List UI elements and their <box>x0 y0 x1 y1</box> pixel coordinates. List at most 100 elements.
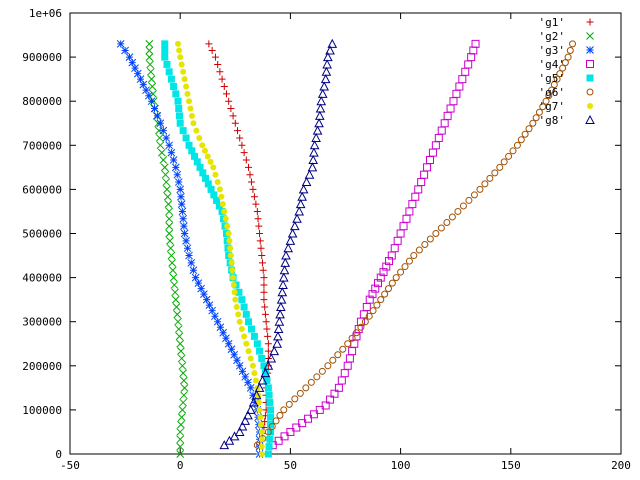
data-point-filled-square <box>264 450 272 458</box>
data-point-triangle <box>327 38 338 48</box>
data-point-triangle <box>312 125 323 135</box>
y-tick-label: 300000 <box>22 316 62 329</box>
data-point-plus <box>216 68 224 76</box>
data-point-cross <box>145 46 154 55</box>
data-point-filled-square <box>193 158 201 166</box>
data-point-circle <box>357 323 365 331</box>
data-point-star <box>249 391 257 400</box>
legend-swatch <box>586 60 594 68</box>
data-point-plus <box>260 281 268 289</box>
data-point-filled-circle <box>207 158 214 165</box>
data-point-filled-circle <box>176 47 183 54</box>
data-point-plus <box>208 46 216 54</box>
data-point-filled-circle <box>204 153 211 160</box>
data-point-triangle <box>323 52 333 62</box>
data-point-circle <box>476 185 484 193</box>
data-point-filled-circle <box>184 90 191 97</box>
data-point-filled-circle <box>243 340 250 347</box>
data-point-star <box>222 334 230 343</box>
data-point-plus <box>222 90 230 98</box>
data-point-circle <box>307 378 315 386</box>
data-point-star <box>136 75 145 84</box>
data-point-star <box>133 69 142 78</box>
data-point-circle <box>392 274 400 282</box>
data-point-circle <box>353 329 361 337</box>
data-point-circle <box>388 279 396 287</box>
data-point-plus <box>242 156 250 164</box>
data-point-cross <box>165 214 174 223</box>
data-point-circle <box>443 218 451 226</box>
data-point-cross <box>165 222 174 231</box>
data-point-circle <box>513 141 521 149</box>
data-point-square <box>455 82 464 91</box>
data-point-filled-square <box>188 147 196 155</box>
data-point-plus <box>261 310 269 318</box>
data-point-cross <box>166 236 174 245</box>
data-point-circle <box>517 136 525 144</box>
data-point-filled-square <box>256 347 264 355</box>
data-point-triangle <box>219 440 230 450</box>
data-point-plus <box>256 237 264 245</box>
data-point-cross <box>165 229 174 238</box>
data-point-star <box>147 97 156 106</box>
data-point-filled-square <box>161 53 169 61</box>
data-point-circle <box>550 81 558 89</box>
data-point-circle <box>548 86 556 94</box>
data-point-plus <box>218 75 226 83</box>
data-point-filled-square <box>161 40 169 48</box>
data-point-star <box>191 273 200 282</box>
data-point-filled-square <box>264 384 272 392</box>
data-point-square <box>379 268 388 277</box>
data-point-filled-circle <box>230 281 237 288</box>
data-point-triangle <box>289 221 300 231</box>
data-point-circle <box>496 163 504 171</box>
data-point-filled-square <box>267 413 275 421</box>
data-point-circle <box>285 400 293 408</box>
data-point-cross <box>169 273 178 282</box>
x-tick-label: 50 <box>284 459 297 472</box>
data-point-star <box>128 58 137 67</box>
data-point-filled-circle <box>231 289 238 296</box>
data-point-plus <box>254 215 262 223</box>
data-point-circle <box>521 130 529 138</box>
data-point-circle <box>470 191 478 199</box>
data-point-triangle <box>269 346 280 356</box>
data-point-star <box>180 229 189 238</box>
x-tick-label: 0 <box>177 459 184 472</box>
data-point-circle <box>348 334 356 342</box>
legend-label: 'g4' <box>539 58 566 71</box>
data-point-cross <box>174 325 183 333</box>
data-point-cross <box>177 413 186 422</box>
series-8 <box>219 38 338 450</box>
data-point-square <box>408 200 417 209</box>
data-point-filled-circle <box>190 120 197 127</box>
data-point-plus <box>240 149 248 157</box>
series-4 <box>268 39 480 450</box>
data-point-circle <box>405 257 413 265</box>
data-point-filled-circle <box>258 421 265 428</box>
legend-label: 'g1' <box>539 16 566 29</box>
data-point-plus <box>260 288 268 296</box>
data-point-filled-square <box>161 46 169 54</box>
data-point-triangle <box>245 404 256 414</box>
data-point-circle <box>264 428 272 436</box>
data-point-triangle <box>295 199 306 209</box>
data-point-star <box>171 163 180 172</box>
data-point-circle <box>339 345 347 353</box>
data-point-circle <box>566 46 574 54</box>
data-point-cross <box>177 347 185 355</box>
data-point-cross <box>165 207 174 216</box>
data-point-square <box>443 111 452 120</box>
data-point-cross <box>170 281 179 289</box>
data-point-square <box>417 178 426 187</box>
data-point-filled-square <box>238 296 246 304</box>
y-tick-label: 1e+06 <box>29 7 62 20</box>
data-point-triangle <box>224 435 235 445</box>
data-point-cross <box>175 332 184 341</box>
data-point-circle <box>381 290 389 298</box>
data-point-filled-square <box>242 310 250 318</box>
data-point-triangle <box>251 390 262 400</box>
data-point-plus <box>258 259 266 267</box>
data-point-circle <box>426 235 434 243</box>
data-point-plus <box>262 318 270 326</box>
